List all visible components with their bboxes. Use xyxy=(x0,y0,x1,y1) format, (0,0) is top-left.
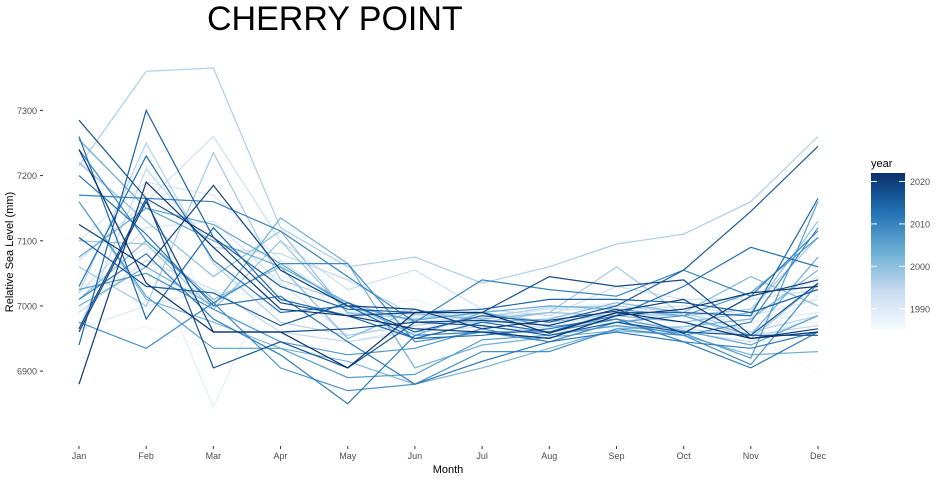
series-line-2010 xyxy=(78,194,819,323)
x-tick-label: Mar xyxy=(206,451,222,461)
series-line-1998 xyxy=(78,151,819,323)
series-line-1993 xyxy=(78,135,819,317)
x-tick-label: Apr xyxy=(274,451,288,461)
series-line-1989 xyxy=(78,246,819,409)
x-tick-label: Feb xyxy=(138,451,154,461)
legend: year 1990 2000 2010 2020 xyxy=(871,158,930,330)
x-tick-label: Dec xyxy=(810,451,827,461)
series-line-2017 xyxy=(78,119,819,369)
series-line-2016 xyxy=(78,145,819,333)
x-tick-label: Sep xyxy=(608,451,624,461)
series-line-2021 xyxy=(78,181,819,385)
plot-area xyxy=(78,67,819,409)
series-line-2007 xyxy=(78,237,819,356)
legend-tick-label: 2010 xyxy=(910,219,930,229)
series-line-1995 xyxy=(78,167,819,336)
x-tick-label: May xyxy=(339,451,357,461)
series-line-2015 xyxy=(78,108,819,346)
y-axis-label: Relative Sea Level (mm) xyxy=(4,192,16,312)
series-line-2011 xyxy=(78,253,819,405)
series-line-2022 xyxy=(78,149,819,369)
x-tick-label: Jan xyxy=(72,451,87,461)
x-tick-label: Oct xyxy=(677,451,692,461)
x-tick-label: Nov xyxy=(743,451,760,461)
series-line-2000 xyxy=(78,162,819,323)
y-tick-label: 6900 xyxy=(17,367,37,377)
x-axis: Jan Feb Mar Apr May Jun Jul Aug Sep Oct Nov Dec xyxy=(72,446,827,461)
series-line-2012 xyxy=(78,175,819,385)
legend-colorbar xyxy=(871,173,905,330)
y-tick-label: 7100 xyxy=(17,236,37,246)
x-axis-label: Month xyxy=(433,464,464,476)
y-tick-label: 7000 xyxy=(17,301,37,311)
y-axis: 6900 7000 7100 7200 7300 xyxy=(17,106,43,377)
series-line-2019 xyxy=(78,200,819,334)
x-tick-label: Jul xyxy=(476,451,488,461)
legend-tick-label: 2000 xyxy=(910,262,930,272)
series-line-1997 xyxy=(78,67,819,284)
y-tick-label: 7300 xyxy=(17,106,37,116)
legend-ticks: 1990 2000 2010 2020 xyxy=(871,177,930,314)
chart-title: CHERRY POINT xyxy=(207,0,463,38)
y-tick-label: 7200 xyxy=(17,171,37,181)
legend-title: year xyxy=(871,158,893,170)
x-tick-label: Aug xyxy=(541,451,557,461)
x-tick-label: Jun xyxy=(408,451,423,461)
legend-tick-label: 2020 xyxy=(910,177,930,187)
legend-tick-label: 1990 xyxy=(910,304,930,314)
